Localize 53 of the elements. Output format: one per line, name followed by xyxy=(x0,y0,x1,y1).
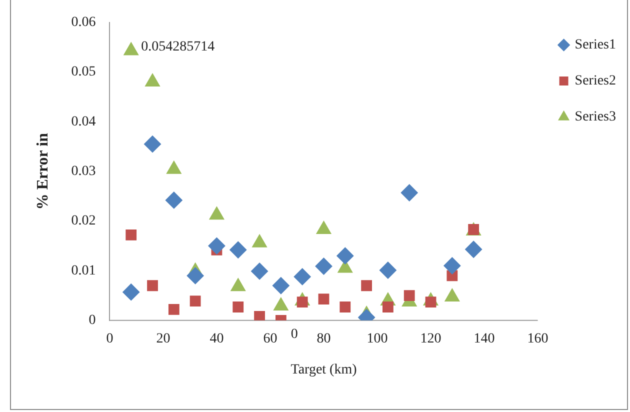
point xyxy=(316,221,332,234)
point xyxy=(166,160,182,174)
x-tick-label: 0 xyxy=(106,331,114,346)
point xyxy=(379,262,396,279)
legend-label: Series3 xyxy=(574,110,616,125)
point xyxy=(318,294,330,304)
point xyxy=(209,206,224,220)
point xyxy=(251,262,268,280)
y-tick-label: 0.04 xyxy=(71,114,96,130)
point xyxy=(315,258,332,275)
x-tick-label: 20 xyxy=(156,331,170,346)
point xyxy=(165,192,182,209)
y-tick-label: 0 xyxy=(88,313,96,328)
y-tick-label: 0.05 xyxy=(71,64,96,80)
point xyxy=(400,184,418,202)
y-tick-label: 0.06 xyxy=(71,15,96,30)
point xyxy=(272,277,290,294)
point xyxy=(361,280,372,292)
point xyxy=(168,304,180,315)
point xyxy=(465,240,482,258)
data-label: 0.054285714 xyxy=(141,39,215,54)
point xyxy=(144,136,162,153)
point xyxy=(294,268,311,286)
point xyxy=(190,296,201,306)
x-tick-label: 100 xyxy=(366,331,388,346)
point xyxy=(336,247,354,264)
point xyxy=(208,237,226,254)
point xyxy=(124,42,139,56)
y-tick-label: 0.03 xyxy=(71,164,96,180)
x-tick-label: 140 xyxy=(474,331,495,346)
point xyxy=(147,280,158,292)
point xyxy=(254,310,265,320)
x-tick-label: 80 xyxy=(316,331,331,346)
point xyxy=(230,241,247,258)
point xyxy=(404,290,415,302)
x-tick-label: 160 xyxy=(527,331,548,346)
point xyxy=(126,230,137,240)
x-tick-label: 60 xyxy=(263,331,278,346)
point xyxy=(382,302,394,312)
point xyxy=(232,302,244,312)
point xyxy=(145,74,160,86)
point xyxy=(122,284,140,301)
point xyxy=(444,257,461,274)
y-axis-title: % Error in xyxy=(34,132,52,210)
x-axis-title: Target (km) xyxy=(290,362,358,378)
y-tick-label: 0.02 xyxy=(71,214,96,229)
x-tick-label: 40 xyxy=(210,331,224,346)
point xyxy=(186,267,204,284)
x-tick-label: 120 xyxy=(420,331,442,346)
legend-label: Series2 xyxy=(574,74,616,89)
point xyxy=(340,302,351,312)
legend-label: Series1 xyxy=(574,38,616,53)
y-tick-label: 0.01 xyxy=(71,263,96,278)
